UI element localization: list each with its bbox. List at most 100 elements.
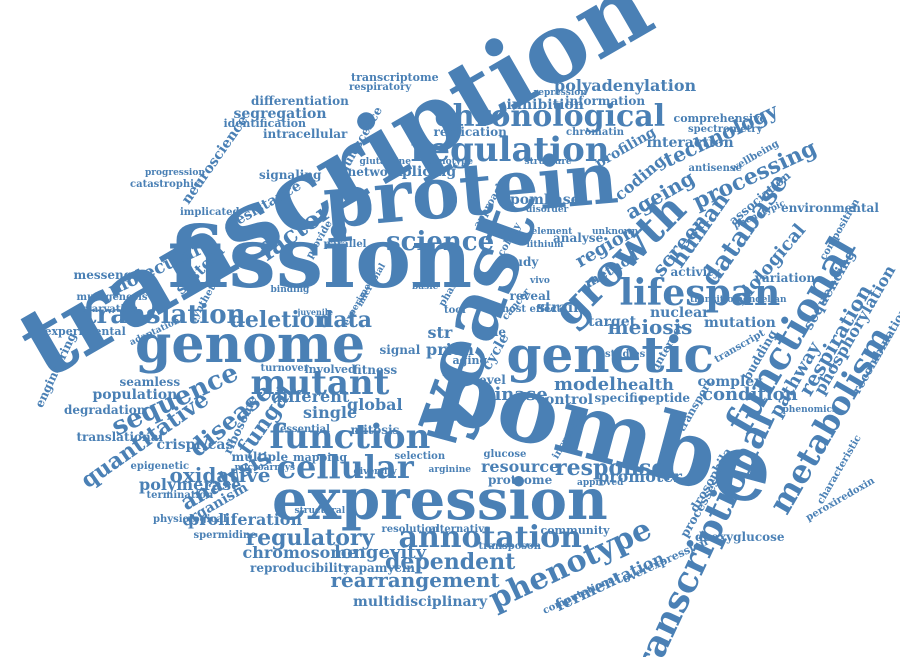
cloud-word: arginine bbox=[428, 464, 472, 475]
cloud-word: identification bbox=[223, 116, 307, 130]
cloud-word: turnover bbox=[260, 363, 310, 374]
cloud-word: chromosome bbox=[242, 543, 358, 562]
cloud-word: different bbox=[271, 387, 350, 406]
cloud-word: implicated bbox=[180, 207, 240, 218]
cloud-word: transition bbox=[690, 294, 740, 305]
cloud-word: genotype bbox=[427, 156, 473, 167]
cloud-word: multidisciplinary bbox=[353, 594, 488, 610]
cloud-word: activity bbox=[670, 265, 720, 279]
cloud-word: polymerase bbox=[139, 475, 242, 494]
cloud-word: community bbox=[540, 523, 610, 537]
cloud-word: model bbox=[554, 374, 616, 395]
cloud-word: structure bbox=[524, 156, 572, 167]
cloud-word: control bbox=[536, 392, 594, 408]
cloud-word: comprehensive bbox=[673, 111, 767, 125]
cloud-word: glucose bbox=[483, 449, 527, 460]
cloud-word: aging bbox=[452, 353, 488, 367]
cloud-word: glutamine bbox=[359, 156, 411, 167]
cloud-word: translational bbox=[76, 430, 164, 444]
cloud-word: peptide bbox=[639, 391, 691, 405]
cloud-word: lifespan bbox=[619, 272, 781, 314]
cloud-word: target bbox=[588, 314, 637, 330]
cloud-word: proteome bbox=[488, 473, 553, 487]
cloud-word: interaction bbox=[646, 135, 734, 151]
cloud-word: seamless bbox=[119, 375, 181, 389]
cloud-word: resource bbox=[481, 457, 560, 476]
cloud-word: reveal bbox=[509, 289, 551, 303]
cloud-word: tool bbox=[444, 305, 466, 316]
cloud-word: expression bbox=[272, 467, 608, 533]
cloud-word: single bbox=[303, 403, 358, 422]
cloud-word: spectrometry bbox=[688, 124, 763, 135]
cloud-word: intracellular bbox=[263, 127, 348, 141]
cloud-word: transcriptome bbox=[351, 70, 439, 84]
cloud-word: proliferation bbox=[188, 510, 303, 529]
cloud-word: complex bbox=[697, 374, 763, 390]
cloud-word: deletion bbox=[229, 307, 331, 333]
cloud-word: splicing bbox=[394, 164, 457, 180]
cloud-word: diversity bbox=[353, 466, 397, 477]
cloud-word: multiple bbox=[231, 450, 289, 464]
cloud-word: cellular bbox=[276, 448, 414, 486]
cloud-word: translation bbox=[84, 300, 246, 330]
cloud-word: chronological bbox=[434, 99, 666, 134]
cloud-word: degradation bbox=[64, 403, 146, 417]
cloud-word: oxidative bbox=[169, 463, 271, 487]
cloud-word: chromatin bbox=[566, 127, 625, 138]
cloud-word: spermidine bbox=[193, 530, 257, 541]
cloud-word: involved bbox=[304, 362, 356, 376]
cloud-word: approved bbox=[577, 477, 624, 488]
cloud-word: disorder bbox=[526, 204, 569, 215]
cloud-word: progression bbox=[145, 167, 205, 178]
cloud-word: respiratory bbox=[349, 82, 412, 93]
cloud-word: phenomics bbox=[782, 404, 838, 415]
cloud-word: data bbox=[318, 307, 373, 333]
cloud-word: pombase bbox=[510, 192, 580, 208]
cloud-word: specific bbox=[594, 391, 646, 405]
cloud-word: lithium bbox=[526, 239, 564, 250]
cloud-word: parallel bbox=[323, 239, 367, 250]
cloud-word: health bbox=[616, 375, 674, 394]
cloud-word: unknown bbox=[592, 226, 639, 237]
cloud-word: alternative bbox=[429, 524, 491, 535]
cloud-word: binding bbox=[270, 284, 310, 295]
cloud-word: information bbox=[565, 94, 646, 108]
cloud-word: function bbox=[269, 417, 431, 457]
cloud-word: mutation bbox=[704, 315, 776, 331]
cloud-word: catastrophic bbox=[130, 179, 201, 190]
cloud-word: polyadenylation bbox=[554, 76, 697, 95]
cloud-word: mitosis bbox=[350, 423, 400, 437]
cloud-word: regulatory bbox=[245, 525, 375, 551]
cloud-word: starvation bbox=[81, 304, 139, 315]
cloud-word: nuclear bbox=[650, 305, 710, 321]
cloud-word: segregation bbox=[233, 106, 327, 122]
cloud-word: global bbox=[347, 395, 403, 414]
cloud-word: basic bbox=[412, 281, 439, 292]
cloud-word: fitness bbox=[353, 363, 398, 377]
cloud-word: structural bbox=[294, 505, 346, 516]
cloud-word: reproducibility bbox=[250, 561, 351, 575]
cloud-word: essential bbox=[280, 424, 330, 435]
cloud-word: termination bbox=[146, 490, 214, 501]
cloud-word: signal bbox=[379, 343, 421, 357]
cloud-word: population bbox=[92, 387, 178, 403]
cloud-word: experimental bbox=[44, 324, 126, 338]
cloud-word: selection bbox=[394, 451, 446, 462]
cloud-word: differentiation bbox=[251, 94, 349, 108]
cloud-word: longevity bbox=[334, 542, 427, 563]
cloud-word: variation bbox=[755, 271, 816, 285]
cloud-word: mutant bbox=[250, 363, 390, 403]
cloud-word: analyse bbox=[553, 231, 604, 245]
cloud-word: rapamycin bbox=[344, 561, 416, 575]
cloud-word: promoter bbox=[598, 467, 682, 486]
cloud-word: messenger bbox=[73, 268, 147, 282]
cloud-word: mutagenesis bbox=[76, 292, 148, 303]
cloud-word: regulation bbox=[410, 130, 610, 170]
cloud-word: resolution bbox=[381, 524, 439, 535]
cloud-word: transposon bbox=[478, 541, 542, 552]
cloud-word: crispr/cas bbox=[156, 437, 234, 453]
cloud-word: str bbox=[427, 323, 453, 342]
cloud-word: condition bbox=[702, 384, 798, 405]
cloud-word: deoxyglucose bbox=[695, 530, 785, 544]
cloud-word: study bbox=[502, 255, 539, 269]
